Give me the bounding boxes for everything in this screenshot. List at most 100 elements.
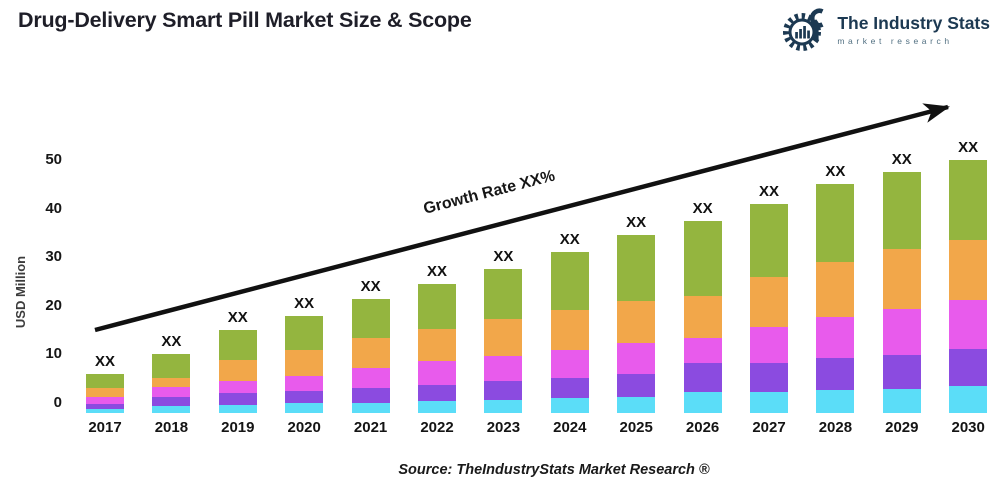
x-tick-label: 2018 xyxy=(154,419,189,436)
bar-segment-layer-1-bottom xyxy=(218,404,257,413)
x-tick-label: 2020 xyxy=(287,419,321,436)
x-tick-label: 2017 xyxy=(88,419,122,436)
bar-segment-layer-1-bottom xyxy=(949,386,988,413)
gear-wrench-chart-icon xyxy=(783,8,824,51)
bar-segment-layer-1-bottom xyxy=(418,401,456,413)
bar-segment-layer-5-top xyxy=(418,283,456,330)
x-tick-label: 2022 xyxy=(420,419,454,436)
bar-value-label: XX xyxy=(758,182,779,200)
bar-segment-layer-3 xyxy=(949,299,988,350)
bar-segment-layer-3 xyxy=(418,361,456,385)
bar-2030 xyxy=(949,160,988,413)
x-tick-label: 2025 xyxy=(619,419,653,436)
x-tick-label: 2019 xyxy=(221,419,255,436)
bar-segment-layer-5-top xyxy=(152,354,191,378)
bar-segment-layer-5-top xyxy=(550,252,589,310)
bar-segment-layer-4 xyxy=(882,248,921,310)
bar-segment-layer-1-bottom xyxy=(550,398,589,413)
bar-value-label: XX xyxy=(958,139,979,156)
bar-2021 xyxy=(351,298,390,413)
bar-segment-layer-4 xyxy=(949,239,988,300)
bar-segment-layer-4 xyxy=(418,329,456,362)
bar-segment-layer-2 xyxy=(86,404,124,410)
bar-segment-layer-2 xyxy=(617,373,656,397)
bar-segment-layer-5-top xyxy=(484,269,523,320)
bar-segment-layer-2 xyxy=(484,381,523,400)
bar-segment-layer-4 xyxy=(816,262,855,317)
logo: The Industry Stats market research xyxy=(783,7,990,53)
bar-segment-layer-3 xyxy=(750,327,788,363)
bar-segment-layer-2 xyxy=(683,363,722,392)
bar-segment-layer-1-bottom xyxy=(882,388,921,413)
bar-segment-layer-2 xyxy=(816,358,855,391)
bar-segment-layer-2 xyxy=(418,384,456,402)
bar-segment-layer-4 xyxy=(218,360,257,381)
bar-2025 xyxy=(617,235,656,413)
bar-value-label: XX xyxy=(493,248,514,266)
source-line: Source: TheIndustryStats Market Research… xyxy=(398,462,710,478)
bar-2028 xyxy=(816,184,855,413)
bar-2023 xyxy=(484,269,523,413)
bar-2026 xyxy=(683,220,722,413)
bar-value-label: XX xyxy=(559,231,580,249)
x-tick-label: 2028 xyxy=(818,419,853,436)
bar-segment-layer-2 xyxy=(218,393,257,405)
bar-segment-layer-4 xyxy=(683,296,722,339)
bar-segment-layer-3 xyxy=(285,376,324,391)
y-tick-label: 40 xyxy=(45,199,62,217)
bar-value-label: XX xyxy=(161,333,182,351)
bar-segment-layer-1-bottom xyxy=(86,409,124,413)
bar-segment-layer-2 xyxy=(285,390,324,404)
logo-name: The Industry Stats xyxy=(837,13,990,34)
bar-segment-layer-4 xyxy=(617,300,656,344)
bar-2017 xyxy=(86,373,124,413)
bar-segment-layer-5-top xyxy=(816,184,855,263)
bar-segment-layer-5-top xyxy=(750,203,788,278)
bar-value-label: XX xyxy=(227,309,248,327)
bar-segment-layer-1-bottom xyxy=(484,399,523,413)
bar-value-label: XX xyxy=(360,277,381,295)
bar-value-label: XX xyxy=(825,163,846,181)
bar-segment-layer-4 xyxy=(86,387,124,398)
y-tick-label: 30 xyxy=(45,248,62,266)
bar-segment-layer-3 xyxy=(816,316,855,359)
bar-segment-layer-2 xyxy=(750,362,788,393)
bar-2029 xyxy=(882,172,921,413)
bar-2024 xyxy=(550,252,589,413)
bar-segment-layer-5-top xyxy=(882,172,921,249)
x-tick-label: 2027 xyxy=(752,419,786,436)
logo-tagline: market research xyxy=(837,35,953,46)
bar-segment-layer-3 xyxy=(484,355,523,382)
bar-segment-layer-2 xyxy=(882,354,921,389)
bar-2027 xyxy=(750,203,788,413)
bar-segment-layer-3 xyxy=(550,350,589,378)
x-tick-label: 2029 xyxy=(885,419,919,436)
bar-segment-layer-2 xyxy=(949,349,988,387)
y-tick-label: 50 xyxy=(45,151,62,168)
x-tick-label: 2023 xyxy=(486,419,521,436)
bar-segment-layer-2 xyxy=(351,387,390,403)
bar-segment-layer-5-top xyxy=(285,315,324,350)
growth-rate-annotation: Growth Rate XX% xyxy=(421,167,557,218)
bar-segment-layer-1-bottom xyxy=(683,391,722,413)
bar-value-label: XX xyxy=(692,199,713,217)
x-tick-label: 2021 xyxy=(353,419,388,436)
bar-segment-layer-4 xyxy=(285,349,324,377)
bar-segment-layer-5-top xyxy=(617,235,656,301)
bar-segment-layer-5-top xyxy=(218,330,257,361)
bar-segment-layer-3 xyxy=(882,309,921,355)
page-title: Drug-Delivery Smart Pill Market Size & S… xyxy=(18,8,472,32)
bar-segment-layer-3 xyxy=(351,368,390,388)
bar-segment-layer-3 xyxy=(617,343,656,374)
bar-segment-layer-1-bottom xyxy=(152,405,191,413)
bar-2020 xyxy=(285,315,324,413)
bar-segment-layer-3 xyxy=(218,380,257,394)
bar-value-label: XX xyxy=(294,294,315,312)
y-tick-label: 10 xyxy=(45,345,62,363)
y-tick-label: 20 xyxy=(45,296,62,314)
bar-segment-layer-2 xyxy=(550,377,589,399)
bar-2022 xyxy=(418,283,456,413)
bar-segment-layer-1-bottom xyxy=(285,403,324,413)
bar-segment-layer-1-bottom xyxy=(351,402,390,413)
